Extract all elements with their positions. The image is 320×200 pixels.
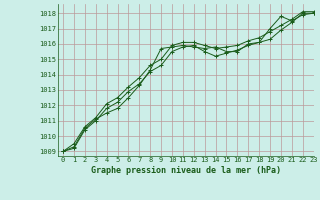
X-axis label: Graphe pression niveau de la mer (hPa): Graphe pression niveau de la mer (hPa) — [91, 166, 281, 175]
